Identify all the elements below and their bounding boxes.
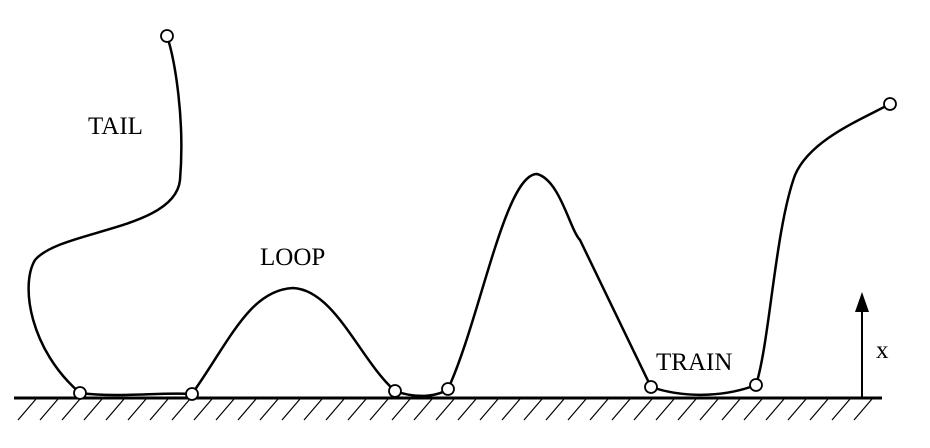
loop-label: LOOP	[260, 244, 325, 271]
hatch-line	[149, 398, 169, 421]
hatch-line	[325, 398, 345, 421]
hatch-line	[39, 398, 59, 421]
hatch-line	[523, 398, 543, 421]
chain-end	[160, 29, 174, 43]
hatch-line	[501, 398, 521, 421]
hatch-line	[589, 398, 609, 421]
hatch-line	[479, 398, 499, 421]
hatch-line	[171, 398, 191, 421]
hatch-line	[215, 398, 235, 421]
hatch-line	[743, 398, 763, 421]
contact-point	[749, 378, 763, 392]
hatch-line	[721, 398, 741, 421]
hatch-line	[369, 398, 389, 421]
polymer-chain	[27, 35, 891, 398]
hatch-line	[303, 398, 323, 421]
hatch-line	[853, 398, 873, 421]
hatch-line	[545, 398, 565, 421]
contact-point	[644, 380, 658, 394]
surface-hatching	[17, 398, 873, 421]
hatch-line	[281, 398, 301, 421]
tail-label: TAIL	[88, 113, 143, 140]
hatch-line	[391, 398, 411, 421]
hatch-line	[347, 398, 367, 421]
hatch-line	[655, 398, 675, 421]
hatch-line	[127, 398, 147, 421]
hatch-line	[17, 398, 37, 421]
train-label: TRAIN	[656, 349, 732, 376]
hatch-line	[765, 398, 785, 421]
contact-point	[185, 387, 199, 401]
hatch-line	[611, 398, 631, 421]
hatch-line	[83, 398, 103, 421]
arrow-head	[855, 292, 869, 312]
hatch-line	[259, 398, 279, 421]
axis-label: x	[876, 337, 889, 364]
hatch-line	[105, 398, 125, 421]
hatch-line	[413, 398, 433, 421]
hatch-line	[699, 398, 719, 421]
hatch-line	[61, 398, 81, 421]
chain-end	[883, 97, 897, 111]
hatch-line	[677, 398, 697, 421]
hatch-line	[567, 398, 587, 421]
hatch-line	[237, 398, 257, 421]
contact-point	[388, 384, 402, 398]
contact-point	[441, 382, 455, 396]
hatch-line	[831, 398, 851, 421]
anchor-points	[73, 29, 897, 401]
hatch-line	[193, 398, 213, 421]
hatch-line	[809, 398, 829, 421]
hatch-line	[435, 398, 455, 421]
hatch-line	[633, 398, 653, 421]
contact-point	[73, 386, 87, 400]
hatch-line	[787, 398, 807, 421]
hatch-line	[457, 398, 477, 421]
